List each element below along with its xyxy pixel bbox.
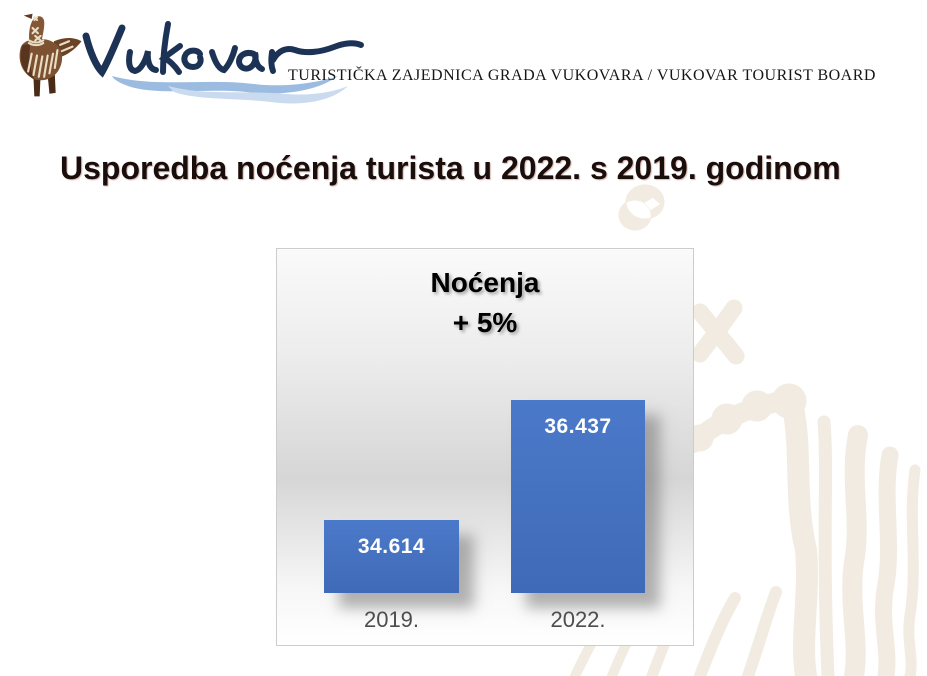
vukovar-logo-script [82,21,364,104]
bar-2019: 34.614 [324,520,459,593]
axis-label-2022: 2022. [550,607,606,632]
tourist-board-tagline: TURISTIČKA ZAJEDNICA GRADA VUKOVARA / VU… [288,67,876,84]
bar-2022: 36.437 [511,400,645,593]
axis-label-2019: 2019. [363,607,420,632]
plot-area: 34.614 36.437 [277,297,693,593]
chart-title-line: Noćenja [430,267,540,298]
slide-title: Usporedba noćenja turista u 2022. s 2019… [60,150,841,186]
vucedol-dove-icon [19,13,82,97]
bar-2022-value-label: 36.437 [544,415,612,438]
nights-bar-chart: Noćenja + 5% 34.614 36.437 2019. 2022. [276,248,694,646]
chart-subtitle-percentage: + 5% [452,307,518,338]
chart-title: Noćenja + 5% [277,263,693,343]
bar-2019-value-label: 34.614 [357,535,426,558]
